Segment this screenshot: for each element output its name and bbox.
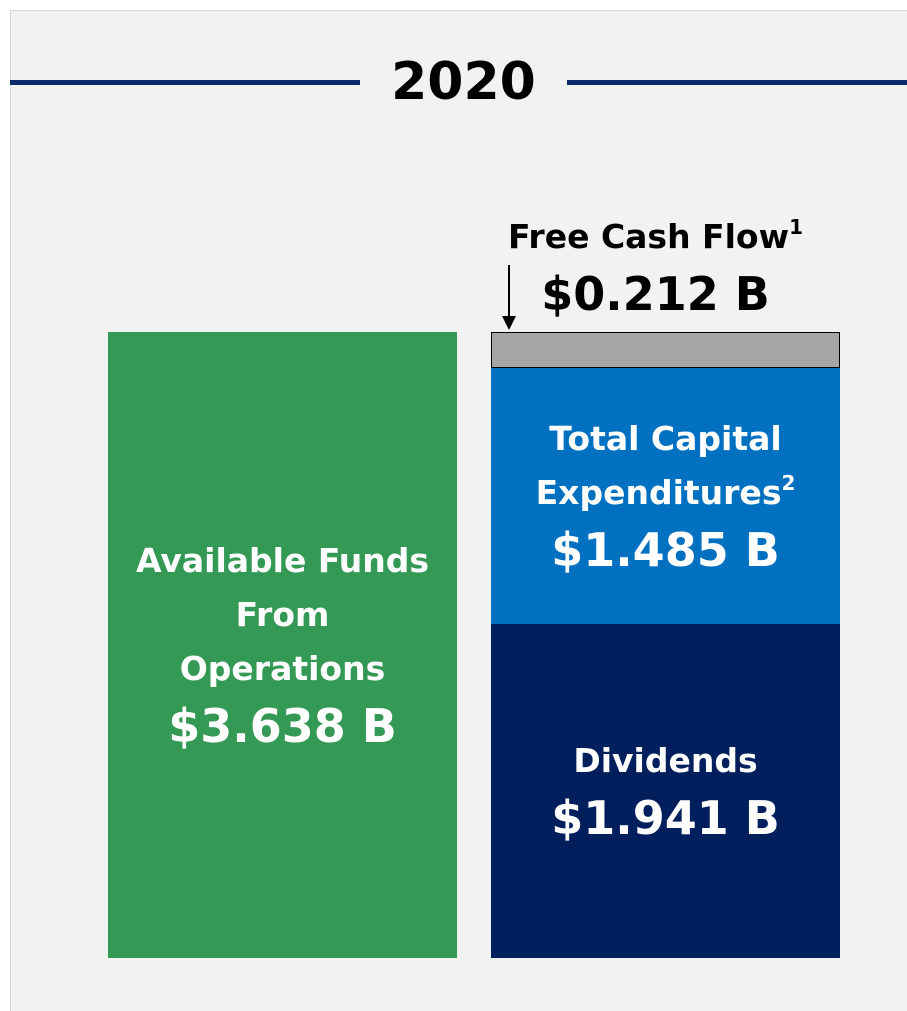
segment-value: $1.485 B xyxy=(551,523,780,578)
segment-name-text: Dividends xyxy=(573,740,758,780)
segment-label: Total Capital Expenditures2 $1.485 B xyxy=(536,412,796,580)
footnote-marker: 2 xyxy=(781,471,796,496)
title-rule xyxy=(567,80,907,85)
bar-segment: Dividends $1.941 B xyxy=(491,624,840,958)
segment-label: Dividends $1.941 B xyxy=(551,734,780,848)
segment-name-text: Free Cash Flow xyxy=(507,217,790,256)
segment-name: Total Capital Expenditures2 xyxy=(536,412,796,520)
segment-label: Free Cash Flow1 $0.212 B xyxy=(446,210,866,324)
segment-value: $1.941 B xyxy=(551,790,780,845)
title-rule xyxy=(10,80,360,85)
bar-segment xyxy=(491,332,840,369)
bar-segment: Total Capital Expenditures2 $1.485 B xyxy=(491,368,840,624)
segment-name: Dividends xyxy=(551,734,780,788)
chart-title: 2020 xyxy=(391,52,536,112)
footnote-marker: 1 xyxy=(789,215,803,239)
segment-label: Available Funds From Operations $3.638 B xyxy=(133,534,433,756)
segment-value: $0.212 B xyxy=(541,267,770,321)
bar-segment: Available Funds From Operations $3.638 B xyxy=(108,332,457,958)
segment-name-text: Total Capital Expenditures xyxy=(535,419,782,513)
segment-name-text: Available Funds From Operations xyxy=(136,541,429,688)
segment-value: $3.638 B xyxy=(168,699,397,753)
segment-name: Free Cash Flow1 xyxy=(446,210,866,264)
segment-name: Available Funds From Operations xyxy=(133,534,433,696)
